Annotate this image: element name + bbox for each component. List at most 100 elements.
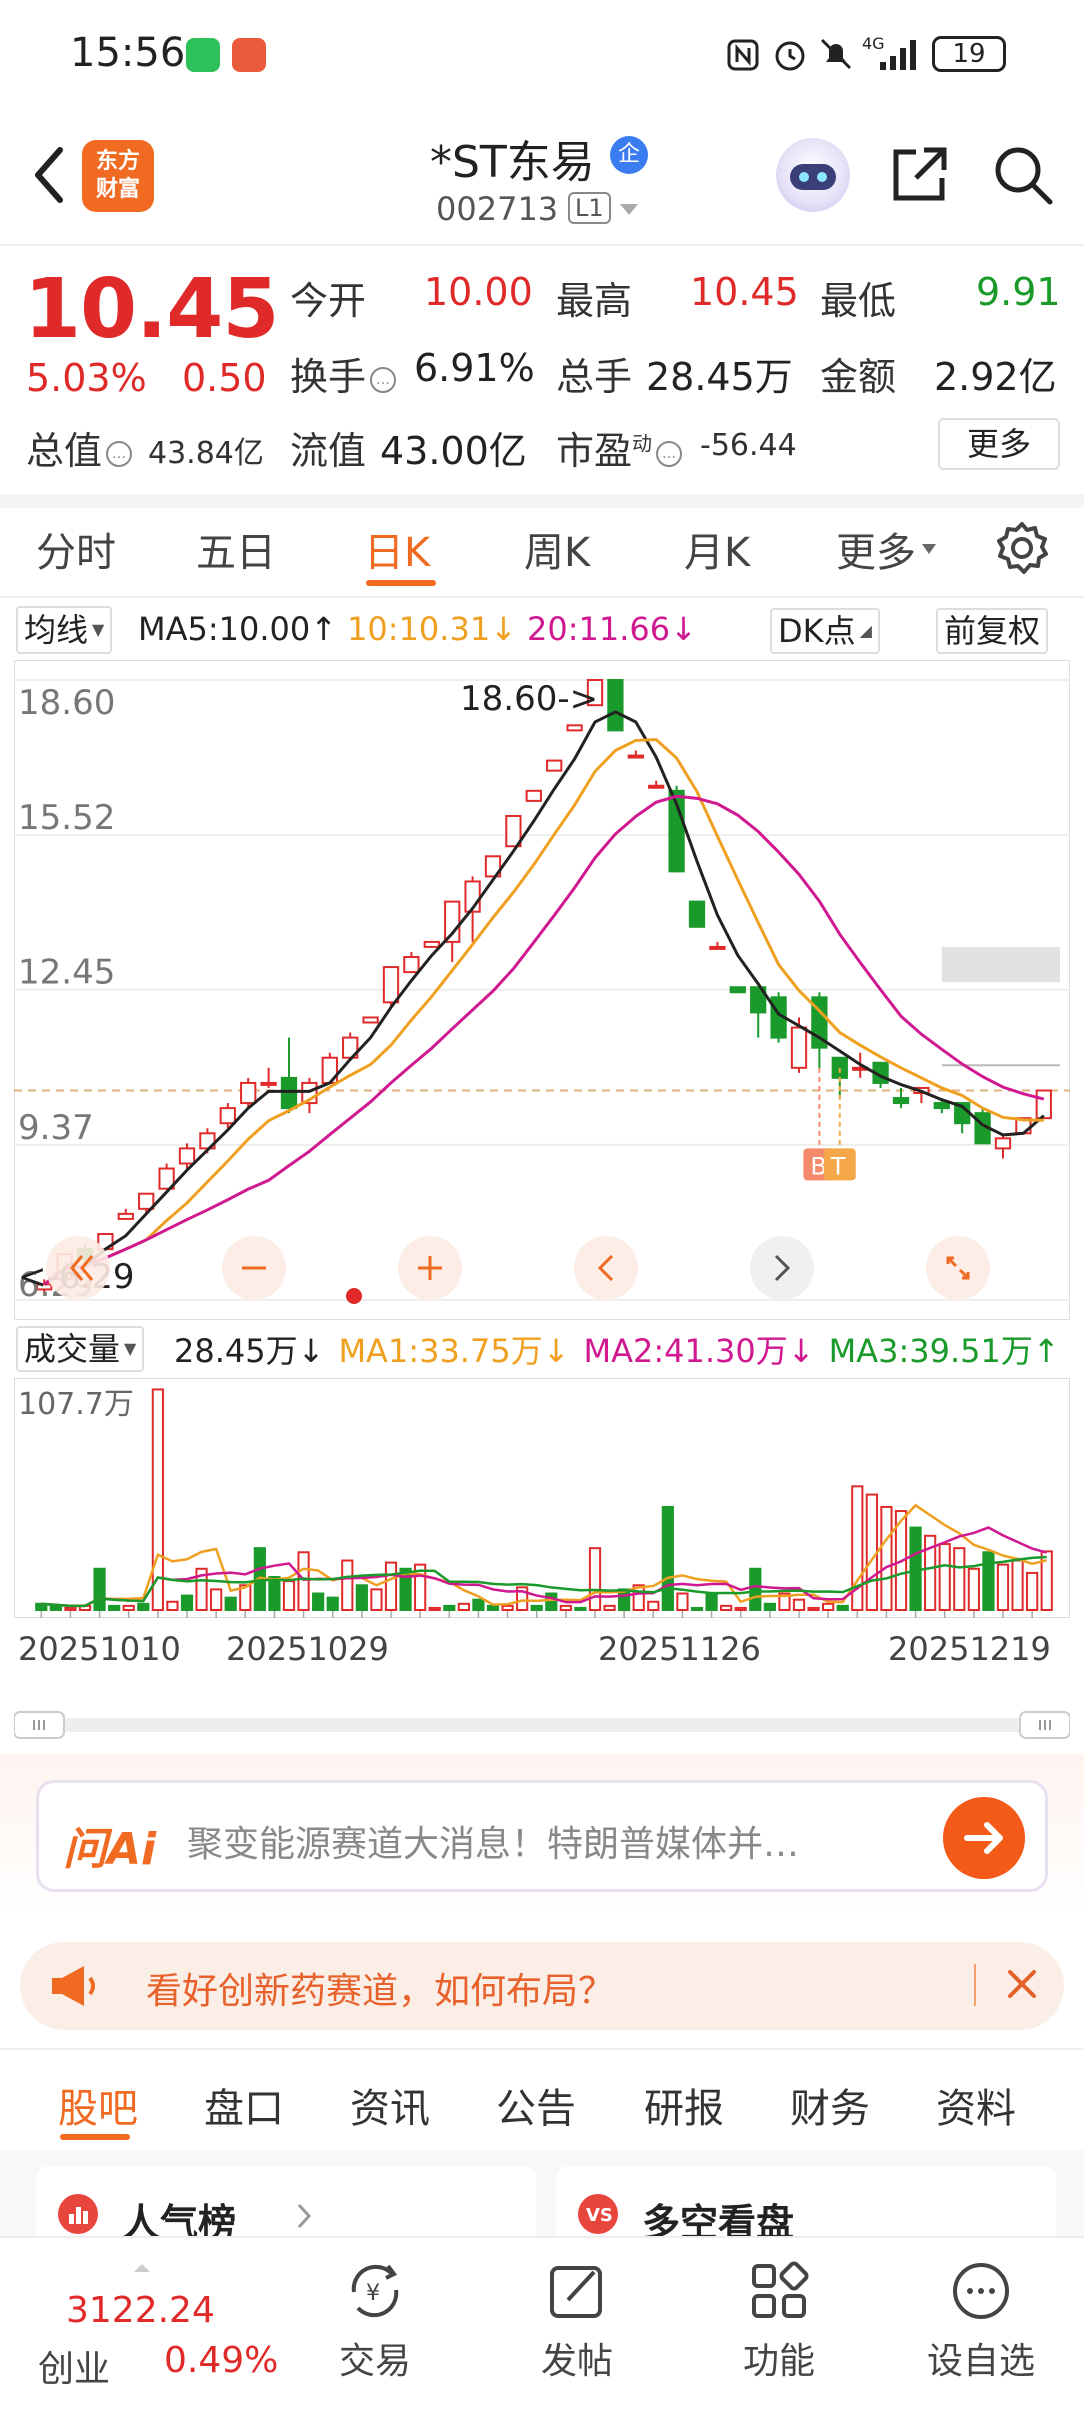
volume-bar xyxy=(632,1584,645,1611)
popularity-card[interactable]: 人气榜 xyxy=(36,2166,536,2246)
volume-bar xyxy=(370,1588,383,1612)
dk-point-button[interactable]: DK点 ◢ xyxy=(770,608,880,654)
ai-search-box[interactable]: 问Ai 聚变能源赛道大消息！特朗普媒体并… xyxy=(36,1780,1048,1892)
stock-code: 002713 xyxy=(436,190,559,228)
share-icon[interactable] xyxy=(886,142,952,208)
x-axis-dates: 20251010 20251029 20251126 20251219 xyxy=(16,1630,1072,1670)
tab-research[interactable]: 研报 xyxy=(644,2086,724,2132)
ai-assistant-icon[interactable] xyxy=(776,138,850,212)
volume-bar xyxy=(603,1604,616,1612)
volume-bar xyxy=(836,1604,849,1612)
tab-profile[interactable]: 资料 xyxy=(936,2086,1016,2132)
close-icon[interactable] xyxy=(996,1958,1048,2010)
nfc-icon xyxy=(727,39,759,71)
tab-guba[interactable]: 股吧 xyxy=(58,2086,138,2132)
volume-bar xyxy=(996,1563,1010,1611)
chevron-right-icon[interactable] xyxy=(748,1234,816,1302)
ai-search-text[interactable]: 聚变能源赛道大消息！特朗普媒体并… xyxy=(187,1824,800,1865)
chevron-left-icon[interactable] xyxy=(572,1234,640,1302)
signal-icon xyxy=(880,40,916,70)
candle-body xyxy=(607,679,624,732)
post-icon xyxy=(550,2266,602,2318)
tab-daily-k[interactable]: 日K xyxy=(364,530,431,576)
tab-five-day[interactable]: 五日 xyxy=(196,530,276,576)
candle-body xyxy=(627,754,644,759)
index-value: 3122.24 xyxy=(66,2290,215,2331)
chart-grid xyxy=(14,660,1070,1320)
nav-trade-label: 交易 xyxy=(338,2341,411,2382)
candle-body xyxy=(484,855,502,878)
volume-bar xyxy=(734,1606,747,1612)
x-tick: 20251219 xyxy=(888,1630,1051,1668)
tab-weekly-k[interactable]: 周K xyxy=(524,530,591,576)
volume-bar xyxy=(210,1588,223,1612)
nav-trade[interactable]: ¥ 交易 xyxy=(300,2258,450,2384)
long-short-card[interactable]: VS 多空看盘 xyxy=(556,2166,1056,2246)
candle-body xyxy=(1035,1089,1052,1120)
favorite-icon xyxy=(953,2263,1009,2319)
pe-dynamic-mark: 动 xyxy=(632,431,653,456)
back-icon[interactable] xyxy=(24,140,74,210)
max-price-label: 18.60-> xyxy=(460,679,598,719)
adjust-button[interactable]: 前复权 xyxy=(936,608,1049,654)
volume-bar xyxy=(341,1559,354,1612)
ma-selector[interactable]: 均线 ▼ xyxy=(16,606,113,654)
app-notify-icon xyxy=(232,38,266,72)
volume-chart[interactable]: 107.7万 xyxy=(14,1378,1070,1618)
volume-bar xyxy=(705,1592,718,1612)
arrow-right-icon[interactable] xyxy=(943,1797,1025,1879)
candle-body xyxy=(158,1167,175,1190)
resistance-zone-band xyxy=(941,946,1060,983)
info-icon[interactable]: … xyxy=(106,440,133,467)
amount-label: 金额 xyxy=(820,355,897,399)
nav-apps[interactable]: 功能 xyxy=(704,2258,854,2384)
trade-icon: ¥ xyxy=(351,2264,399,2318)
tab-more[interactable]: 更多 xyxy=(836,520,938,578)
nav-post[interactable]: 发帖 xyxy=(502,2258,652,2384)
tab-news[interactable]: 资讯 xyxy=(350,2086,430,2132)
tab-pankou[interactable]: 盘口 xyxy=(204,2086,284,2132)
nav-favorite[interactable]: 设自选 xyxy=(906,2258,1056,2384)
more-quote-button[interactable]: 更多 xyxy=(938,418,1060,470)
fullscreen-icon[interactable] xyxy=(924,1234,992,1302)
rewind-icon[interactable] xyxy=(44,1234,112,1302)
market-cap-label: 总值… xyxy=(26,420,136,475)
range-scrollbar[interactable] xyxy=(14,1710,1070,1740)
y-tick-label: 15.52 xyxy=(18,798,115,838)
zoom-in-icon[interactable] xyxy=(396,1234,464,1302)
high-value: 10.45 xyxy=(690,270,799,314)
volume-bar xyxy=(792,1598,806,1611)
low-label: 最低 xyxy=(820,279,897,323)
resistance-zone xyxy=(14,946,1070,1092)
versus-icon: VS xyxy=(578,2194,618,2234)
info-icon[interactable]: … xyxy=(370,366,397,393)
volume-bar xyxy=(588,1547,602,1611)
volume-bar xyxy=(93,1567,106,1611)
tab-intraday[interactable]: 分时 xyxy=(36,530,116,576)
volume-bar xyxy=(865,1493,878,1611)
zoom-out-icon[interactable] xyxy=(220,1234,288,1302)
volume-selector[interactable]: 成交量 ▼ xyxy=(16,1326,145,1372)
candle-body xyxy=(219,1107,236,1125)
tab-finance[interactable]: 财务 xyxy=(790,2086,870,2132)
x-tick: 20251029 xyxy=(226,1630,389,1668)
chevron-right-icon xyxy=(297,2203,312,2229)
gear-icon[interactable] xyxy=(994,520,1050,576)
volume-bar xyxy=(428,1606,441,1612)
promo-banner[interactable]: 看好创新药赛道，如何布局？ xyxy=(20,1942,1064,2030)
info-icon[interactable]: … xyxy=(656,440,683,467)
tab-announcements[interactable]: 公告 xyxy=(496,2086,576,2132)
quote-level-badge[interactable]: L1 xyxy=(568,192,611,224)
tab-monthly-k[interactable]: 月K xyxy=(684,530,751,576)
chevron-down-icon[interactable] xyxy=(618,202,640,218)
volume-bar xyxy=(282,1580,296,1611)
pe-label: 市盈动… xyxy=(556,420,686,475)
banner-text[interactable]: 看好创新药赛道，如何布局？ xyxy=(146,1971,615,2012)
search-icon[interactable] xyxy=(990,142,1056,208)
ma20-line xyxy=(43,794,1045,1286)
volume-bar xyxy=(851,1485,864,1611)
index-ticker[interactable]: 3122.24 创业 0.49% xyxy=(22,2262,282,2392)
divider xyxy=(0,2048,1084,2050)
app-logo: 东方 财富 xyxy=(82,140,154,212)
